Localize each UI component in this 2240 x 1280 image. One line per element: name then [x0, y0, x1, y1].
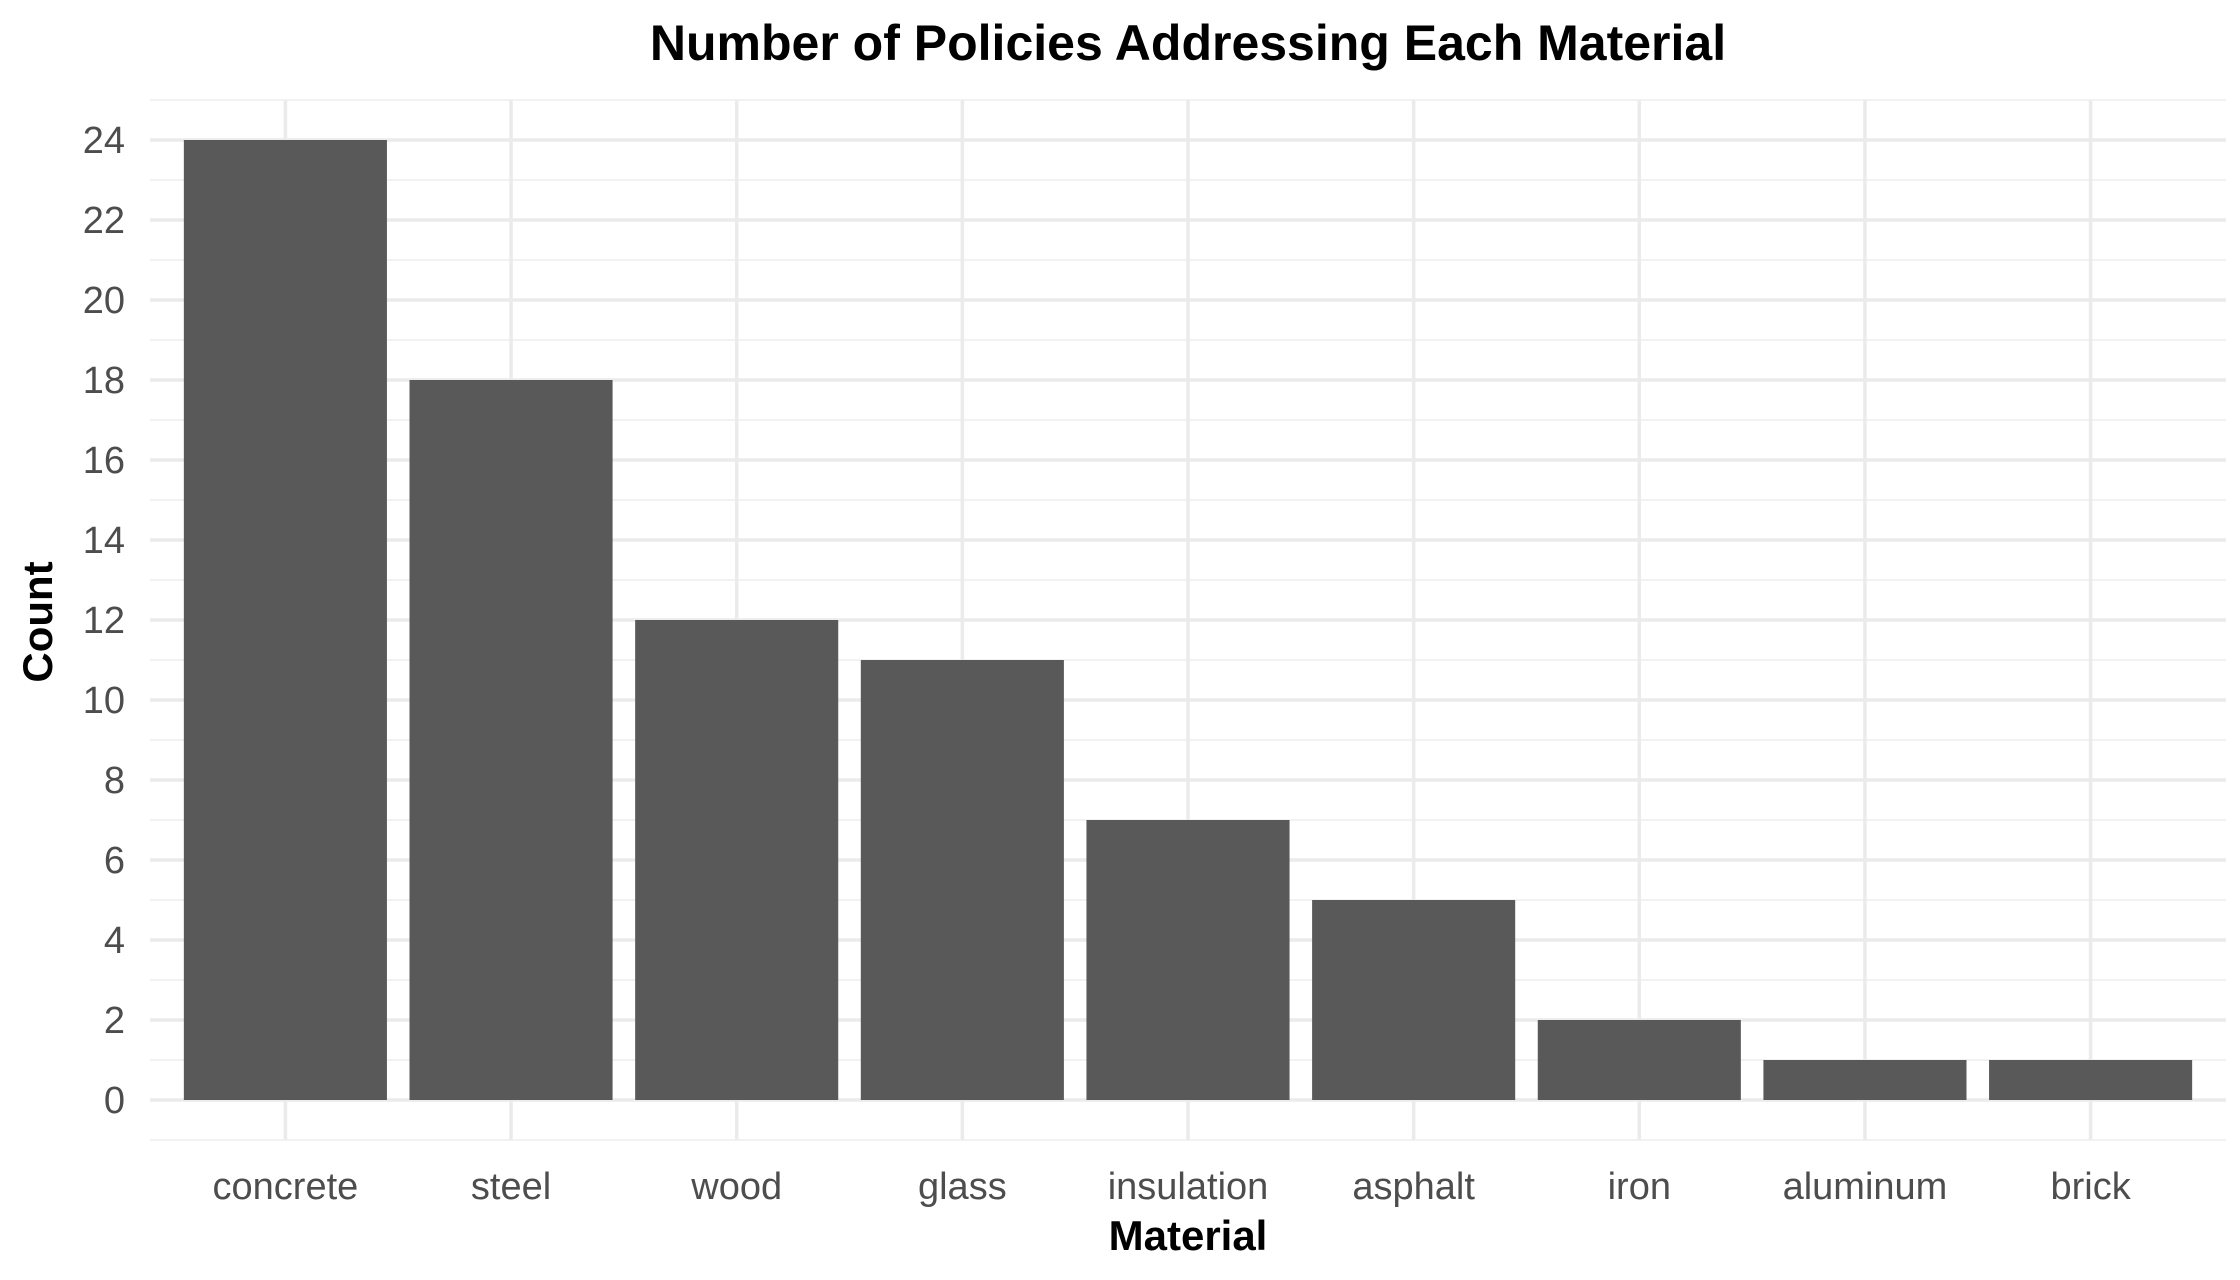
- x-axis-title: Material: [1109, 1212, 1268, 1259]
- y-tick-label: 18: [83, 360, 125, 402]
- bar-brick: [1989, 1060, 2193, 1100]
- x-tick-label: concrete: [213, 1166, 359, 1208]
- y-tick-label: 2: [104, 1000, 125, 1042]
- bars: [183, 140, 2193, 1100]
- x-tick-label: glass: [918, 1166, 1007, 1208]
- y-tick-label: 0: [104, 1080, 125, 1122]
- y-tick-label: 12: [83, 600, 125, 642]
- x-tick-label: steel: [471, 1166, 551, 1208]
- chart-title: Number of Policies Addressing Each Mater…: [650, 15, 1726, 71]
- bar-insulation: [1086, 820, 1290, 1100]
- y-tick-label: 4: [104, 920, 125, 962]
- y-tick-label: 16: [83, 440, 125, 482]
- y-tick-label: 24: [83, 120, 125, 162]
- bar-asphalt: [1312, 900, 1516, 1100]
- y-axis-title: Count: [14, 561, 61, 682]
- y-tick-label: 8: [104, 760, 125, 802]
- bar-aluminum: [1763, 1060, 1967, 1100]
- x-tick-label: asphalt: [1352, 1166, 1475, 1208]
- y-tick-label: 6: [104, 840, 125, 882]
- y-tick-label: 10: [83, 680, 125, 722]
- x-axis-ticks: concrete steel wood glass insulation asphalt i…: [213, 1166, 2132, 1208]
- y-tick-label: 14: [83, 520, 125, 562]
- x-tick-label: iron: [1608, 1166, 1671, 1208]
- bar-concrete: [183, 140, 387, 1100]
- x-tick-label: aluminum: [1783, 1166, 1948, 1208]
- bar-iron: [1537, 1020, 1741, 1100]
- x-tick-label: wood: [690, 1166, 782, 1208]
- bar-steel: [409, 380, 613, 1100]
- x-tick-label: brick: [2050, 1166, 2131, 1208]
- y-tick-label: 20: [83, 280, 125, 322]
- x-tick-label: insulation: [1108, 1166, 1269, 1208]
- bar-glass: [860, 660, 1064, 1100]
- y-tick-label: 22: [83, 200, 125, 242]
- bar-wood: [635, 620, 839, 1100]
